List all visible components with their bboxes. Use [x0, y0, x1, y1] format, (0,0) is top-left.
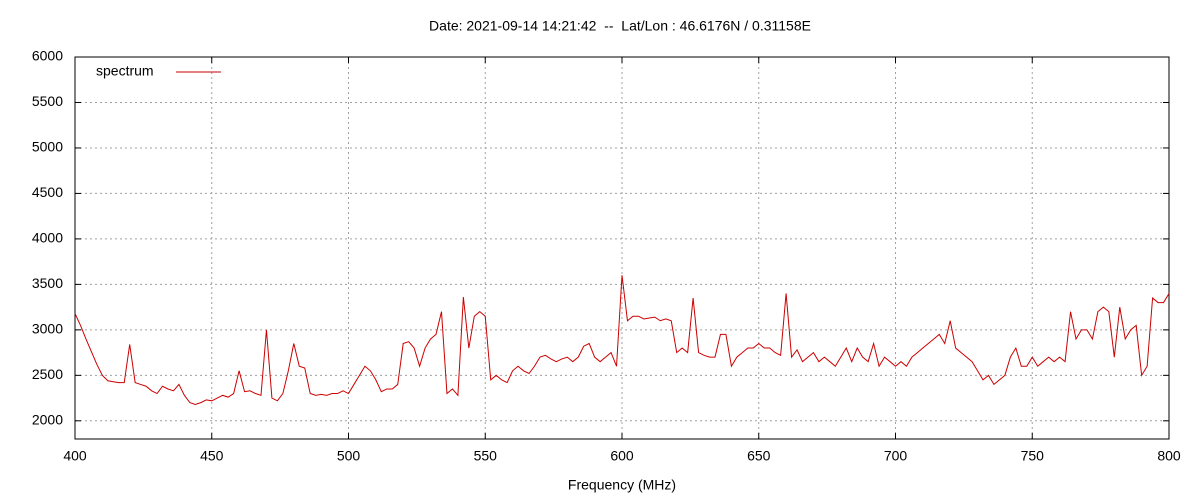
y-tick-label: 3000 [32, 321, 63, 337]
legend-label: spectrum [96, 63, 154, 79]
y-tick-label: 4500 [32, 184, 63, 200]
x-tick-label: 600 [610, 448, 634, 464]
y-tick-label: 5500 [32, 93, 63, 109]
chart-title: Date: 2021-09-14 14:21:42 -- Lat/Lon : 4… [429, 18, 811, 34]
x-axis-label: Frequency (MHz) [568, 477, 676, 493]
series-line [74, 275, 1170, 405]
y-tick-label: 6000 [32, 48, 63, 64]
x-tick-label: 750 [1021, 448, 1045, 464]
x-tick-label: 650 [747, 448, 771, 464]
y-tick-label: 4000 [32, 230, 63, 246]
x-tick-label: 450 [200, 448, 224, 464]
x-tick-label: 800 [1157, 448, 1181, 464]
y-tick-label: 5000 [32, 139, 63, 155]
y-tick-label: 3500 [32, 275, 63, 291]
x-tick-label: 550 [474, 448, 498, 464]
x-tick-label: 700 [884, 448, 908, 464]
y-tick-label: 2500 [32, 366, 63, 382]
x-tick-label: 500 [337, 448, 361, 464]
plot-frame [74, 56, 1170, 440]
y-tick-label: 2000 [32, 412, 63, 428]
x-tick-label: 400 [63, 448, 87, 464]
